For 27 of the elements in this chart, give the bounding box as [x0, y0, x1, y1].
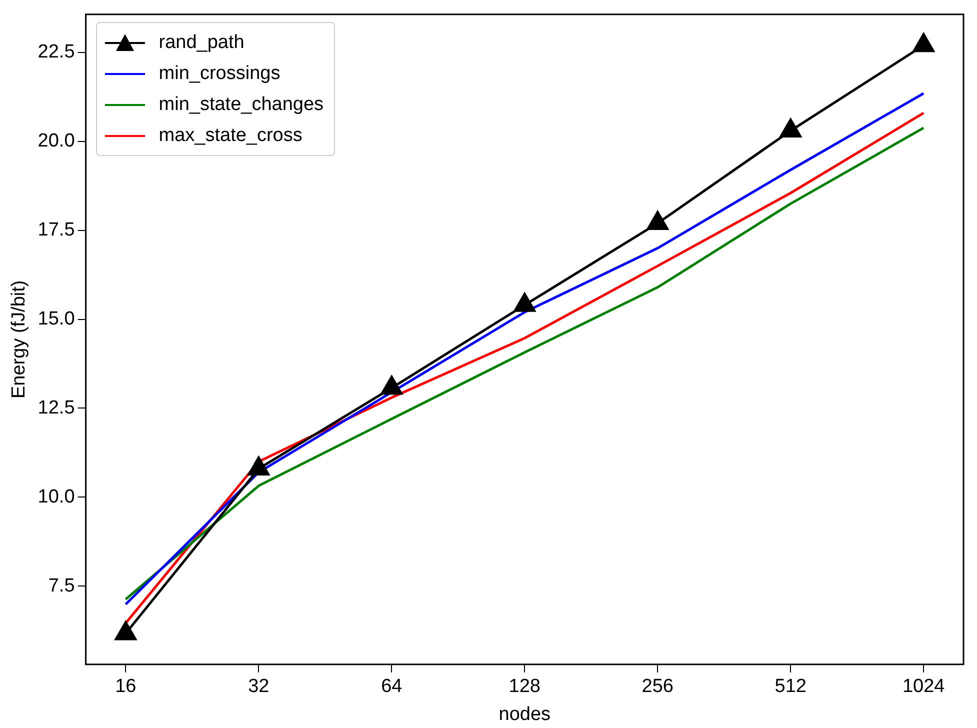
- x-axis-title: nodes: [498, 704, 551, 725]
- y-tick-label: 17.5: [38, 220, 75, 241]
- legend-label: rand_path: [158, 32, 244, 54]
- x-tick-label: 256: [642, 676, 674, 698]
- point: [514, 292, 536, 312]
- x-tick-label: 1024: [902, 676, 946, 698]
- y-tick-label: 12.5: [38, 397, 75, 418]
- point: [780, 118, 802, 138]
- y-tick-label: 10.0: [38, 486, 75, 508]
- y-axis-title: Energy (fJ/bit): [8, 280, 30, 399]
- y-tick-label: 20.0: [38, 130, 75, 152]
- x-tick-label: 32: [248, 676, 270, 698]
- point: [248, 456, 270, 476]
- y-tick-label: 15.0: [38, 308, 75, 330]
- point: [646, 210, 668, 230]
- x-tick-label: 16: [115, 676, 136, 698]
- x-tick-label: 128: [508, 676, 540, 698]
- y-tick-label: 22.5: [38, 42, 75, 63]
- point: [114, 621, 136, 640]
- point: [380, 376, 402, 395]
- legend-label: max_state_cross: [158, 124, 302, 147]
- legend-label: min_crossings: [158, 62, 280, 85]
- point: [912, 33, 934, 52]
- x-tick-label: 64: [381, 676, 403, 698]
- y-tick-label: 7.5: [48, 575, 75, 596]
- x-tick-label: 512: [774, 676, 806, 698]
- legend-label: min_state_changes: [158, 94, 324, 116]
